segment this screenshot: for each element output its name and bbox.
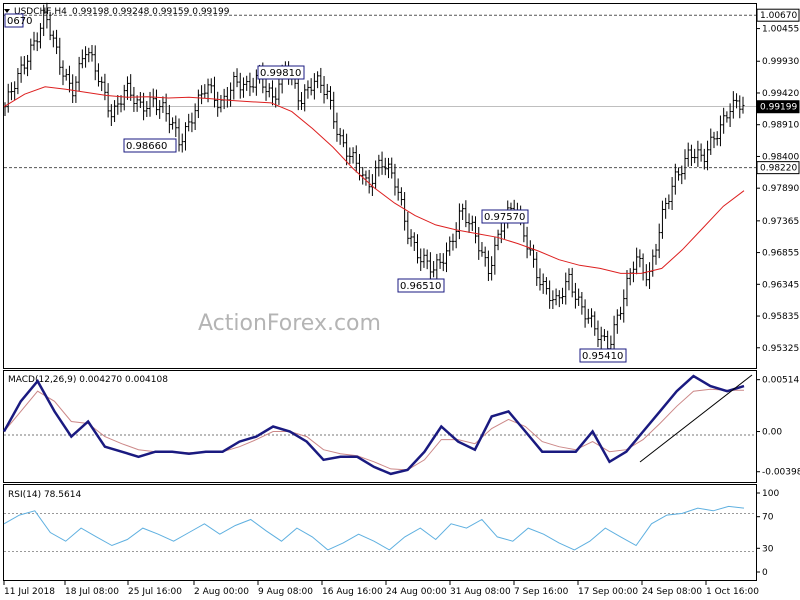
- annotation-label: 0670: [7, 16, 32, 27]
- x-tick-label: 7 Sep 16:00: [514, 587, 569, 597]
- price-y-tick-label: 0.98400: [762, 152, 799, 162]
- rsi-y-tick-label: 70: [762, 513, 774, 523]
- x-tick-label: 18 Jul 08:00: [65, 587, 119, 597]
- price-y-tick-label: 0.99420: [762, 89, 799, 99]
- chart-header-ohlc: 0.99198 0.99248 0.99159 0.99199: [72, 7, 230, 17]
- price-levels: [4, 14, 756, 169]
- annotation-label: 0.97570: [484, 212, 525, 223]
- price-y-tick-label: 1.00455: [762, 25, 799, 35]
- price-y-tick-label: 0.97365: [762, 217, 799, 227]
- rsi-y-tick-label: 30: [762, 544, 774, 554]
- x-tick-label: 31 Aug 08:00: [450, 587, 511, 597]
- annotation-label: 0.96510: [400, 281, 441, 292]
- price-panel-frame: [3, 3, 757, 369]
- rsi-title: RSI(14) 78.5614: [8, 490, 81, 500]
- rsi-panel-frame: [3, 484, 757, 581]
- annotation-label: 0.99810: [260, 68, 301, 79]
- rsi-y-tick-label: 100: [762, 489, 779, 499]
- annotation-box: [481, 209, 529, 224]
- rsi-y-axis: 100 70 30 0: [756, 489, 779, 578]
- price-y-tick-label: 0.97890: [762, 184, 799, 194]
- price-bars: [3, 2, 745, 358]
- macd-panel-frame: [3, 370, 757, 483]
- rsi-y-tick-label: 0: [762, 568, 768, 578]
- level-price-box: [756, 8, 800, 22]
- annotation-box: [123, 138, 177, 153]
- x-tick-label: 16 Aug 16:00: [322, 587, 383, 597]
- x-axis: 11 Jul 2018 18 Jul 08:00 25 Jul 16:00 2 Aug…: [3, 581, 759, 597]
- x-tick-label: 24 Sep 08:00: [642, 587, 702, 597]
- watermark: ActionForex.com: [198, 311, 381, 336]
- macd-y-axis: 0.005141 0.00 -0.003982: [756, 376, 800, 478]
- annotation-box: [257, 65, 305, 80]
- rsi-line: [3, 505, 745, 551]
- price-y-tick-label: 0.98910: [762, 121, 799, 131]
- price-y-tick-label: 0.96855: [762, 249, 799, 259]
- dropdown-triangle-icon[interactable]: [4, 9, 10, 13]
- macd-y-tick-label: -0.003982: [762, 468, 800, 478]
- price-y-axis: 1.00455 0.99930 0.99420 0.98910 0.98400 0.978…: [756, 8, 800, 354]
- macd-signal-line: [3, 388, 744, 471]
- annotation-box: [579, 348, 627, 363]
- current-price-box: [756, 100, 800, 114]
- price-annotations: 0670 0.98660 0.99810 0.97570 0.96510 0.95410: [4, 13, 627, 363]
- moving-average-line: [3, 86, 745, 274]
- macd-line: [2, 374, 745, 476]
- annotation-label: 0.98660: [126, 141, 167, 152]
- price-y-tick-label: 0.96345: [762, 280, 799, 290]
- level-price-box: [756, 161, 800, 175]
- annotation-box: [397, 278, 445, 293]
- annotation-label: 0.95410: [582, 351, 623, 362]
- annotation-box: [4, 13, 24, 28]
- current-price-label: 0.99199: [760, 103, 797, 113]
- x-tick-label: 17 Sep 00:00: [578, 587, 638, 597]
- macd-trendline: [639, 374, 753, 463]
- price-y-tick-label: 0.95835: [762, 312, 799, 322]
- x-tick-label: 24 Aug 00:00: [386, 587, 447, 597]
- x-tick-label: 1 Oct 16:00: [706, 587, 759, 597]
- macd-title: MACD(12,26,9) 0.004270 0.004108: [8, 375, 168, 385]
- price-y-tick-label: 0.95325: [762, 344, 799, 354]
- x-tick-label: 2 Aug 00:00: [194, 587, 249, 597]
- level-price-label: 1.00670: [760, 11, 797, 21]
- macd-y-tick-label: 0.005141: [762, 376, 800, 386]
- rsi-levels: [4, 513, 756, 552]
- level-price-label: 0.98220: [760, 164, 797, 174]
- x-tick-label: 25 Jul 16:00: [128, 587, 182, 597]
- chart-header-symbol: USDCHF,H4: [14, 7, 67, 17]
- x-tick-label: 11 Jul 2018: [4, 587, 55, 597]
- x-tick-label: 9 Aug 08:00: [258, 587, 313, 597]
- macd-y-tick-label: 0.00: [762, 428, 782, 438]
- price-y-tick-label: 0.99930: [762, 57, 799, 67]
